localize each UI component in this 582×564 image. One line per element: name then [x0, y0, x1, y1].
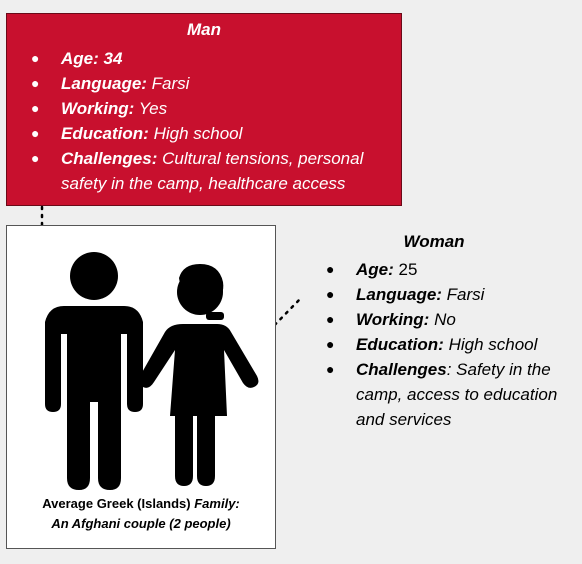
man-fact-working: ● Working: Yes: [31, 99, 168, 118]
woman-fact-working: ● Working: No: [326, 310, 456, 329]
man-facts-list: ● Age: 34 ● Language: Farsi ● Working: Yes …: [29, 46, 399, 196]
man-figure-icon: [45, 252, 143, 490]
man-fact-age: ● Age: 34: [31, 49, 123, 68]
caption-line-2: An Afghani couple (2 people): [51, 516, 231, 531]
caption-line-1: Average Greek (Islands) Family:: [42, 496, 240, 511]
man-fact-education: ● Education: High school: [31, 124, 243, 143]
woman-facts-list: ● Age: 25 ● Language: Farsi ● Working: No ●…: [324, 257, 574, 432]
woman-fact-challenges: ● Challenges: Safety in the camp, access …: [326, 360, 558, 429]
woman-fact-education: ● Education: High school: [326, 335, 538, 354]
man-profile-box: Man ● Age: 34 ● Language: Farsi ● Working: …: [6, 13, 402, 206]
family-figure-box: Average Greek (Islands) Family: An Afgha…: [6, 225, 276, 549]
family-caption: Average Greek (Islands) Family: An Afgha…: [7, 494, 275, 534]
woman-figure-icon: [138, 264, 259, 486]
man-fact-language: ● Language: Farsi: [31, 74, 190, 93]
man-title: Man: [187, 20, 221, 39]
woman-fact-language: ● Language: Farsi: [326, 285, 485, 304]
woman-title: Woman: [403, 232, 465, 251]
man-fact-challenges: ● Challenges: Cultural tensions, personal…: [31, 149, 364, 193]
woman-fact-age: ● Age: 25: [326, 260, 418, 279]
